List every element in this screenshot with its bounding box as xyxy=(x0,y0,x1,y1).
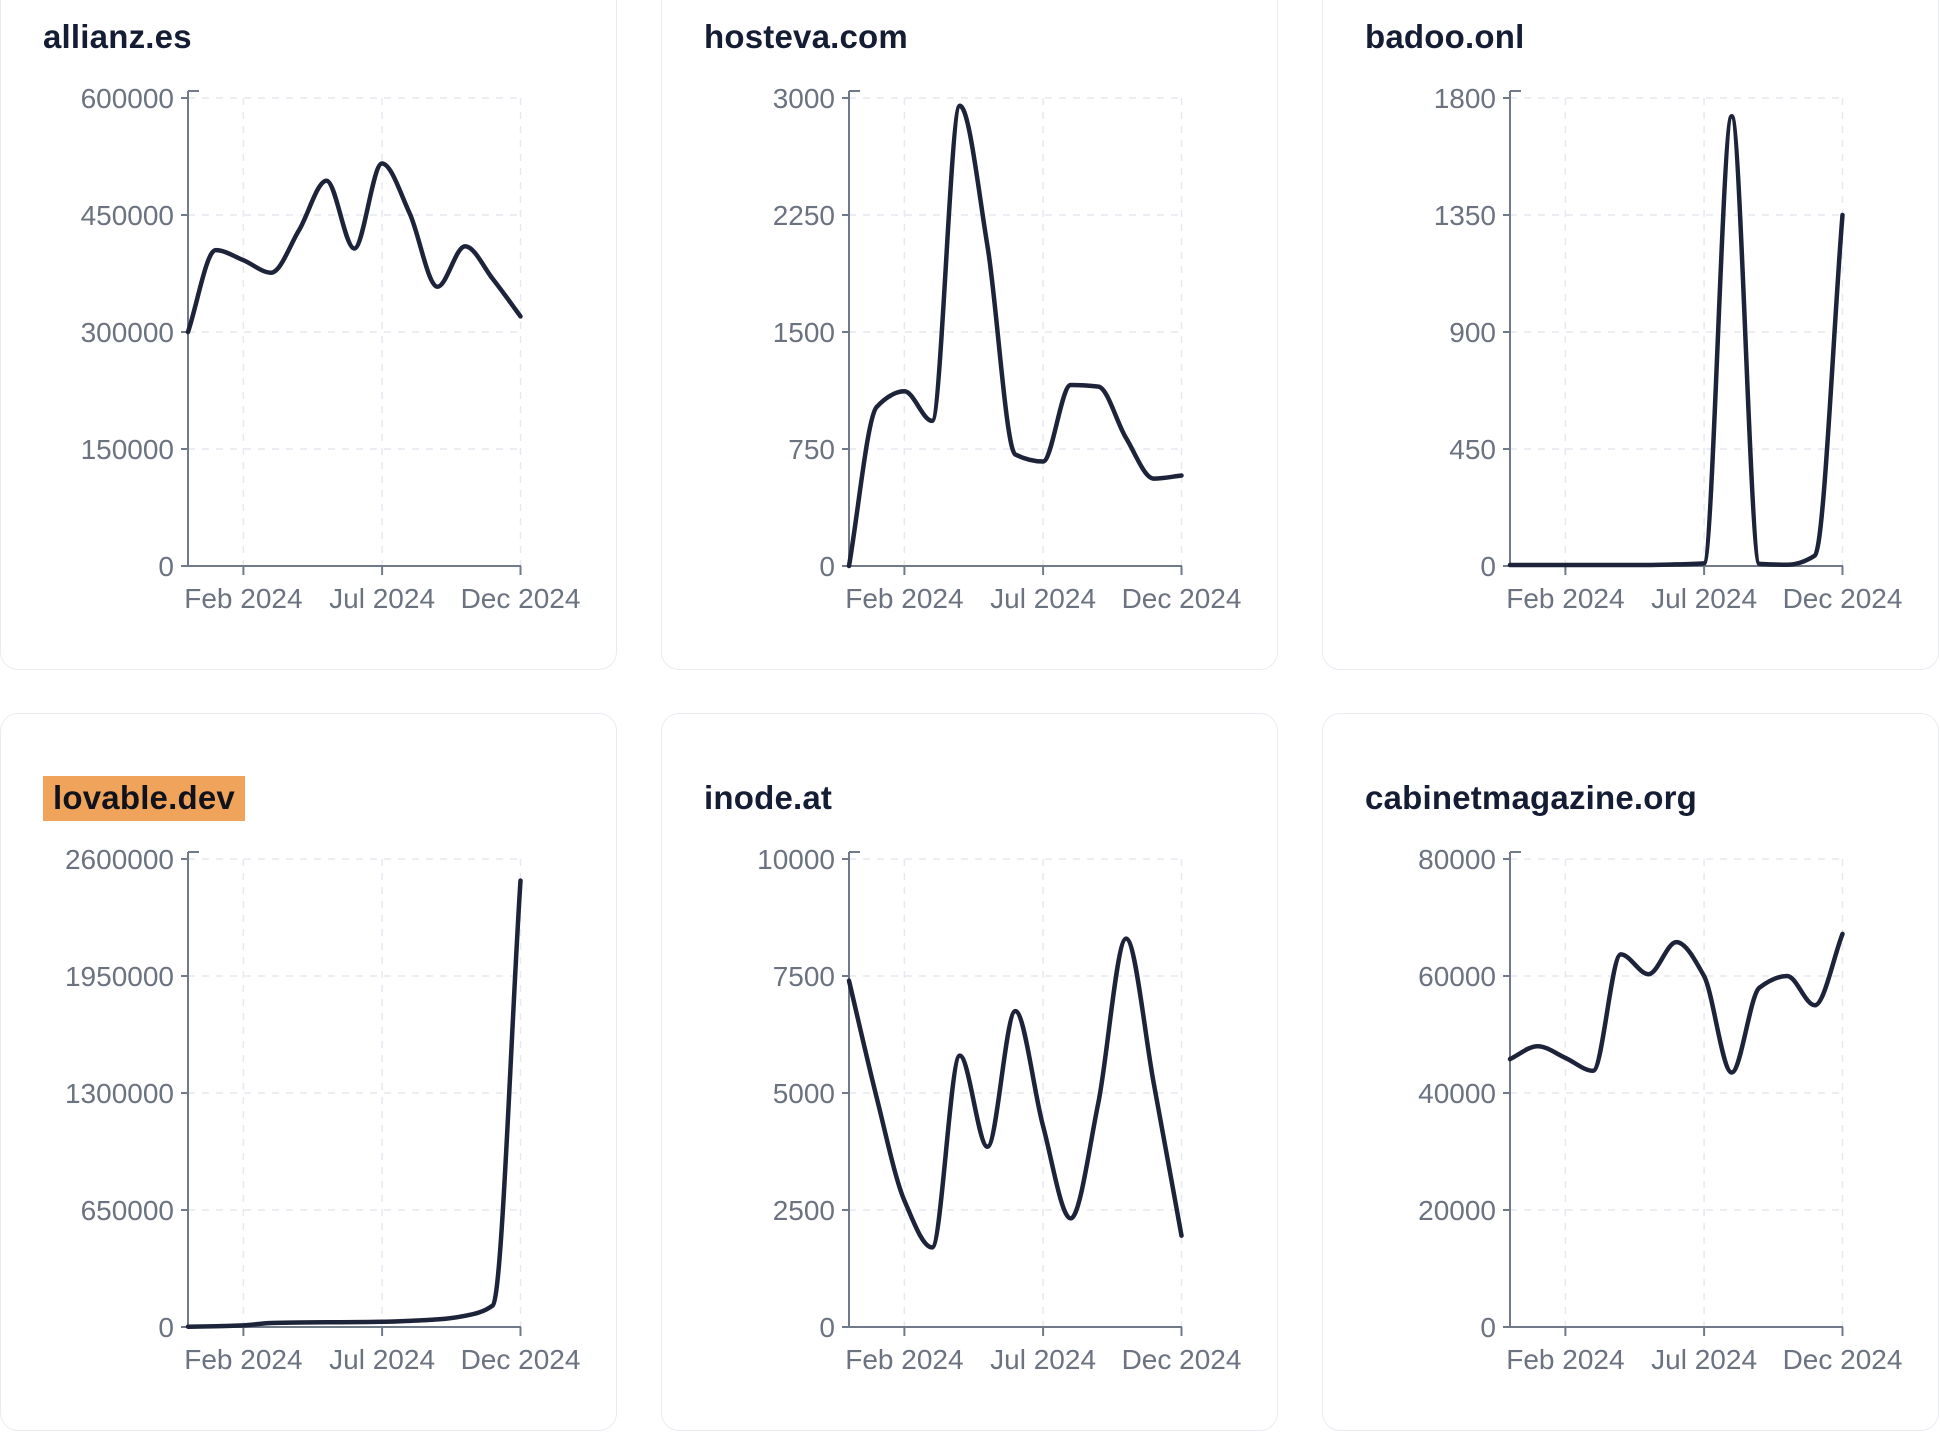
x-tick-label: Dec 2024 xyxy=(1783,1344,1903,1375)
x-tick-label: Dec 2024 xyxy=(1783,583,1903,614)
y-tick-label: 600000 xyxy=(81,83,174,114)
chart-title: allianz.es xyxy=(43,18,192,55)
y-tick-label: 0 xyxy=(819,1312,835,1343)
line-chart: 0 650000 1300000 1950000 2600000 Feb 202… xyxy=(65,844,581,1375)
y-tick-label: 1300000 xyxy=(65,1078,174,1109)
x-tick-label: Jul 2024 xyxy=(990,1344,1096,1375)
chart-title-row: inode.at xyxy=(704,777,832,819)
chart-title-row: allianz.es xyxy=(43,16,192,58)
x-tick-label: Dec 2024 xyxy=(1122,583,1242,614)
y-tick-label: 650000 xyxy=(81,1195,174,1226)
x-tick-label: Feb 2024 xyxy=(1506,583,1624,614)
series-line xyxy=(1507,113,1845,568)
x-tick-label: Dec 2024 xyxy=(461,583,581,614)
series-line xyxy=(1507,931,1845,1075)
line-chart: 0 20000 40000 60000 80000 Feb 2024 Jul 2… xyxy=(1418,844,1903,1375)
y-tick-label: 450000 xyxy=(81,200,174,231)
chart-title: hosteva.com xyxy=(704,18,908,55)
y-tick-label: 2600000 xyxy=(65,844,174,875)
chart-card-cabinetmagazine-org: cabinetmagazine.org 0 xyxy=(1322,713,1939,1431)
line-chart: 0 750 1500 2250 3000 Feb 2024 Jul 2024 D… xyxy=(773,83,1242,614)
series-line xyxy=(185,878,523,1329)
y-tick-label: 1350 xyxy=(1434,200,1496,231)
chart-title-row: hosteva.com xyxy=(704,16,908,58)
x-tick-label: Dec 2024 xyxy=(461,1344,581,1375)
y-tick-label: 0 xyxy=(1480,551,1496,582)
chart-title: cabinetmagazine.org xyxy=(1365,779,1698,816)
y-tick-label: 0 xyxy=(819,551,835,582)
chart-card-hosteva-com: hosteva.com 0 750 xyxy=(661,0,1278,670)
y-tick-label: 40000 xyxy=(1418,1078,1496,1109)
y-tick-label: 60000 xyxy=(1418,961,1496,992)
x-tick-label: Jul 2024 xyxy=(990,583,1096,614)
x-tick-label: Jul 2024 xyxy=(1651,583,1757,614)
x-tick-label: Jul 2024 xyxy=(1651,1344,1757,1375)
x-tick-label: Dec 2024 xyxy=(1122,1344,1242,1375)
x-tick-label: Jul 2024 xyxy=(329,583,435,614)
line-chart: 0 2500 5000 7500 10000 Feb 2024 Jul 2024… xyxy=(757,844,1242,1375)
chart-card-inode-at: inode.at 0 2500 xyxy=(661,713,1278,1431)
y-tick-label: 450 xyxy=(1449,434,1496,465)
x-tick-label: Feb 2024 xyxy=(184,1344,302,1375)
y-tick-label: 150000 xyxy=(81,434,174,465)
x-tick-label: Feb 2024 xyxy=(845,583,963,614)
y-tick-label: 5000 xyxy=(773,1078,835,1109)
series-line xyxy=(846,936,1184,1250)
series-line xyxy=(846,103,1184,569)
chart-card-allianz-es: allianz.es 0 1500 xyxy=(0,0,617,670)
line-chart: 0 150000 300000 450000 600000 Feb 2024 J… xyxy=(81,83,581,614)
series-line xyxy=(185,161,523,335)
chart-title-row: cabinetmagazine.org xyxy=(1365,777,1697,819)
y-tick-label: 750 xyxy=(788,434,835,465)
y-tick-label: 80000 xyxy=(1418,844,1496,875)
y-tick-label: 1500 xyxy=(773,317,835,348)
chart-title: badoo.onl xyxy=(1365,18,1525,55)
y-tick-label: 3000 xyxy=(773,83,835,114)
y-tick-label: 900 xyxy=(1449,317,1496,348)
y-tick-label: 1950000 xyxy=(65,961,174,992)
y-tick-label: 0 xyxy=(1480,1312,1496,1343)
y-tick-label: 2500 xyxy=(773,1195,835,1226)
x-tick-label: Jul 2024 xyxy=(329,1344,435,1375)
chart-title: lovable.dev xyxy=(43,776,245,821)
y-tick-label: 300000 xyxy=(81,317,174,348)
y-tick-label: 20000 xyxy=(1418,1195,1496,1226)
chart-title: inode.at xyxy=(704,779,833,816)
y-tick-label: 7500 xyxy=(773,961,835,992)
y-tick-label: 0 xyxy=(158,551,174,582)
line-chart: 0 450 900 1350 1800 Feb 2024 Jul 2024 De… xyxy=(1434,83,1903,614)
chart-title-row: lovable.dev xyxy=(43,776,245,821)
y-tick-label: 0 xyxy=(158,1312,174,1343)
y-tick-label: 2250 xyxy=(773,200,835,231)
x-tick-label: Feb 2024 xyxy=(184,583,302,614)
chart-title-row: badoo.onl xyxy=(1365,16,1524,58)
chart-card-badoo-onl: badoo.onl 0 450 xyxy=(1322,0,1939,670)
y-tick-label: 1800 xyxy=(1434,83,1496,114)
y-tick-label: 10000 xyxy=(757,844,835,875)
x-tick-label: Feb 2024 xyxy=(1506,1344,1624,1375)
x-tick-label: Feb 2024 xyxy=(845,1344,963,1375)
chart-card-lovable-dev: lovable.dev 0 650 xyxy=(0,713,617,1431)
